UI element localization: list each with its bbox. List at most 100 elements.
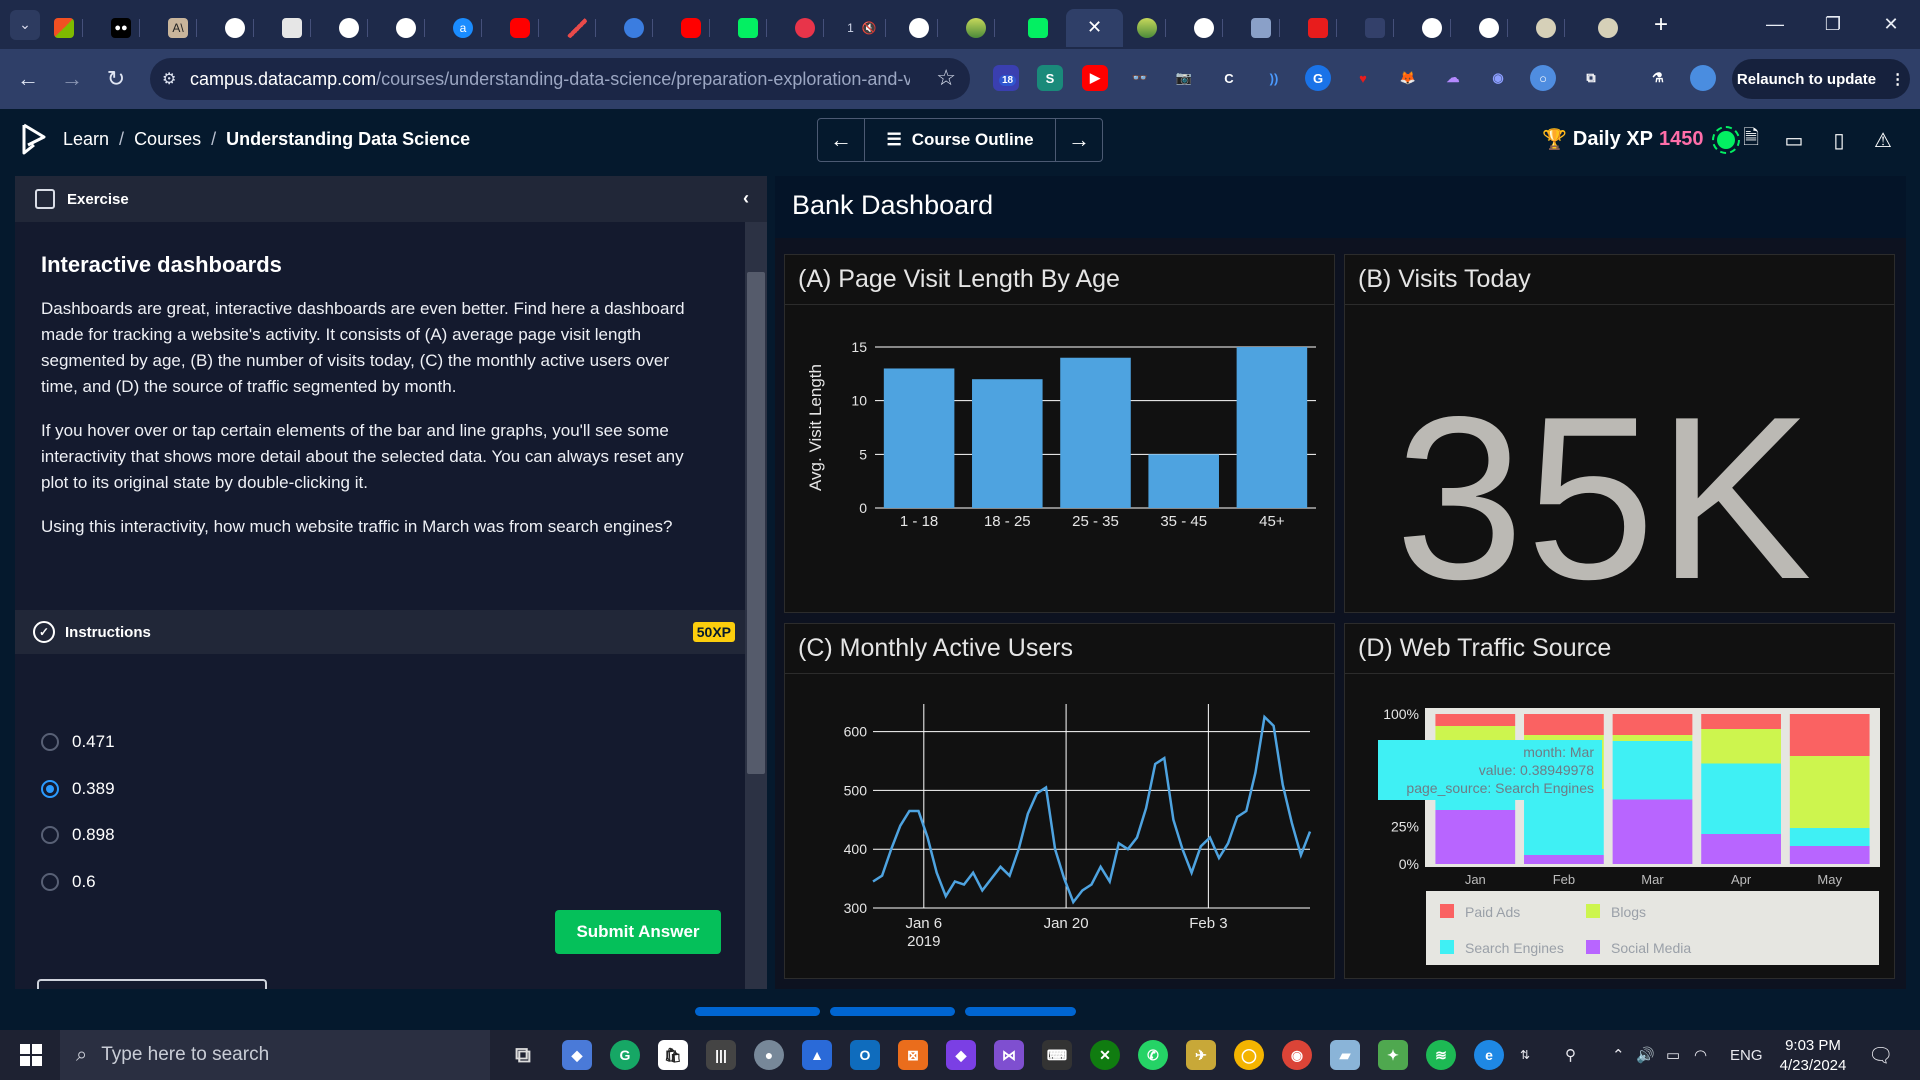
report-issue-icon[interactable]: ⚠ bbox=[1874, 129, 1892, 152]
slides-icon[interactable]: 🗎 bbox=[1742, 127, 1760, 149]
app-icon[interactable]: ||| bbox=[706, 1040, 736, 1070]
browser-tab[interactable] bbox=[40, 9, 97, 47]
extensions-puzzle-icon[interactable]: ⧉ bbox=[1586, 70, 1596, 85]
close-window-button[interactable]: ✕ bbox=[1883, 14, 1899, 34]
visit-length-bar-chart[interactable]: 0 5 10 15 1 - 18 18 - 25 25 - 35 35 - 45 45+ Avg.… bbox=[785, 305, 1336, 614]
extension-icon[interactable]: 18 bbox=[993, 65, 1019, 91]
labs-flask-icon[interactable]: ⚗ bbox=[1652, 70, 1664, 85]
new-tab-button[interactable]: + bbox=[1653, 10, 1668, 38]
stacked-bar-segment[interactable] bbox=[1789, 846, 1870, 864]
stacked-bar-segment[interactable] bbox=[1701, 763, 1781, 835]
xbox-icon[interactable]: ✕ bbox=[1090, 1040, 1120, 1070]
breadcrumb-learn[interactable]: Learn bbox=[63, 129, 110, 149]
collapse-panel-icon[interactable]: ‹ bbox=[743, 188, 749, 208]
browser-tab[interactable] bbox=[268, 9, 325, 47]
video-icon[interactable]: ▭ bbox=[1784, 129, 1804, 152]
metamask-extension-icon[interactable]: 🦊 bbox=[1399, 70, 1417, 85]
app-icon[interactable]: ▰ bbox=[1330, 1040, 1360, 1070]
answer-option-selected[interactable]: 0.389 bbox=[41, 766, 115, 813]
stacked-bar-segment[interactable] bbox=[1701, 729, 1781, 764]
app-icon[interactable]: ✦ bbox=[1378, 1040, 1408, 1070]
stacked-bar-segment[interactable] bbox=[1701, 834, 1781, 864]
series-line[interactable] bbox=[872, 714, 1312, 905]
app-icon[interactable]: ▲ bbox=[802, 1040, 832, 1070]
wifi-icon[interactable]: ◠ bbox=[1694, 1047, 1708, 1064]
stacked-bar-segment[interactable] bbox=[1612, 799, 1693, 865]
profile-avatar-icon[interactable] bbox=[1690, 65, 1716, 91]
taskbar-search[interactable]: ⌕ Type here to search bbox=[60, 1030, 490, 1080]
bar[interactable] bbox=[972, 379, 1043, 508]
edge-icon[interactable]: e bbox=[1474, 1040, 1504, 1070]
relaunch-button[interactable]: Relaunch to update ⋮ bbox=[1732, 59, 1910, 99]
tab-search-button[interactable]: ⌄ bbox=[10, 9, 40, 40]
answer-option[interactable]: 0.898 bbox=[41, 812, 115, 859]
tray-overflow-icon[interactable]: ⌃ bbox=[1612, 1047, 1625, 1064]
taskbar-scroll[interactable]: ⇅ bbox=[1520, 1048, 1531, 1062]
browser-tab[interactable] bbox=[1294, 9, 1351, 47]
stacked-bar-segment[interactable] bbox=[1612, 741, 1693, 800]
browser-tab[interactable] bbox=[553, 9, 610, 47]
stacked-bar-segment[interactable] bbox=[1612, 735, 1693, 741]
radio-button-selected[interactable] bbox=[41, 779, 59, 798]
app-icon[interactable]: ◆ bbox=[562, 1040, 592, 1070]
windows-start-icon[interactable] bbox=[20, 1044, 42, 1066]
address-bar[interactable]: ⚙ campus.datacamp.com/courses/understand… bbox=[150, 58, 970, 100]
app-icon[interactable]: ● bbox=[754, 1040, 784, 1070]
keyboard-icon[interactable]: ⌨ bbox=[1042, 1040, 1072, 1070]
restore-button[interactable]: ❐ bbox=[1824, 14, 1842, 34]
scrollbar[interactable] bbox=[745, 222, 767, 989]
breadcrumb-courses[interactable]: Courses bbox=[134, 129, 202, 149]
browser-tab[interactable] bbox=[382, 9, 439, 47]
browser-tab[interactable] bbox=[211, 9, 268, 47]
reload-icon[interactable]: ↻ bbox=[106, 66, 126, 91]
app-icon[interactable]: ✈ bbox=[1186, 1040, 1216, 1070]
radio-button[interactable] bbox=[41, 826, 59, 845]
forward-icon[interactable]: → bbox=[61, 66, 83, 91]
spotify-icon[interactable]: ≋ bbox=[1426, 1040, 1456, 1070]
hint-button[interactable] bbox=[37, 979, 267, 989]
extension-icon[interactable]: ☁ bbox=[1446, 70, 1460, 85]
app-icon[interactable]: ◯ bbox=[1234, 1040, 1264, 1070]
browser-tab[interactable] bbox=[895, 9, 952, 47]
taskbar-clock[interactable]: 9:03 PM 4/23/2024 bbox=[1768, 1036, 1858, 1076]
extension-icon[interactable]: ♥ bbox=[1359, 70, 1367, 86]
extension-icon[interactable]: G bbox=[1305, 65, 1331, 91]
mute-icon[interactable]: 🔇 bbox=[861, 20, 877, 35]
chrome-icon[interactable]: ◉ bbox=[1282, 1040, 1312, 1070]
bar[interactable] bbox=[1060, 357, 1131, 508]
input-language[interactable]: ENG bbox=[1730, 1046, 1763, 1064]
back-icon[interactable]: ← bbox=[17, 66, 39, 91]
stacked-bar-segment[interactable] bbox=[1789, 756, 1870, 828]
stacked-bar-segment[interactable] bbox=[1524, 855, 1604, 864]
extension-icon[interactable]: ○ bbox=[1530, 65, 1556, 91]
bar[interactable] bbox=[1236, 347, 1308, 508]
browser-tab[interactable]: ●● bbox=[97, 9, 154, 47]
datacamp-logo-icon[interactable] bbox=[20, 123, 48, 157]
app-icon[interactable]: ⊠ bbox=[898, 1040, 928, 1070]
stacked-bar-segment[interactable] bbox=[1524, 789, 1604, 855]
stacked-bar-segment[interactable] bbox=[1701, 714, 1781, 729]
browser-tab[interactable] bbox=[667, 9, 724, 47]
browser-tab[interactable] bbox=[325, 9, 382, 47]
course-outline-button[interactable]: ☰ Course Outline bbox=[864, 119, 1056, 161]
youtube-extension-icon[interactable]: ▶ bbox=[1082, 65, 1108, 91]
battery-icon[interactable]: ▭ bbox=[1666, 1047, 1681, 1064]
mobile-icon[interactable]: ▯ bbox=[1833, 129, 1845, 152]
browser-tab[interactable] bbox=[1123, 9, 1180, 47]
site-info-icon[interactable]: ⚙ bbox=[162, 71, 177, 88]
task-view-icon[interactable]: ⧉ bbox=[515, 1042, 531, 1067]
close-tab-icon[interactable]: ✕ bbox=[1086, 17, 1103, 37]
previous-exercise-button[interactable]: ← bbox=[830, 127, 852, 152]
app-icon[interactable]: ◆ bbox=[946, 1040, 976, 1070]
next-exercise-button[interactable]: → bbox=[1068, 127, 1090, 152]
browser-tab[interactable] bbox=[1237, 9, 1294, 47]
browser-tab[interactable] bbox=[610, 9, 667, 47]
visual-studio-icon[interactable]: ⋈ bbox=[994, 1040, 1024, 1070]
browser-tab[interactable]: a bbox=[439, 9, 496, 47]
browser-tab[interactable] bbox=[1465, 9, 1522, 47]
browser-tab[interactable] bbox=[1522, 9, 1579, 47]
extension-icon[interactable]: C bbox=[1224, 70, 1234, 86]
browser-tab[interactable] bbox=[952, 9, 1009, 47]
grammarly-icon[interactable]: G bbox=[610, 1040, 640, 1070]
